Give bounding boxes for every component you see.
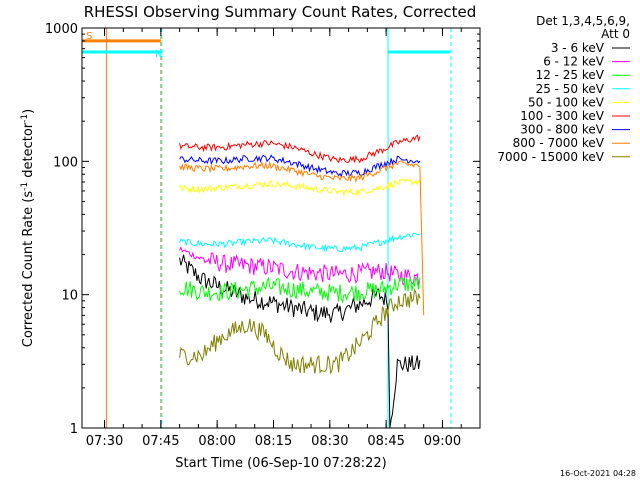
y-tick-label-3: 1000 <box>45 22 78 37</box>
y-axis-label-superscript-2: -1 <box>20 114 30 123</box>
legend-header-attenuator: Att 0 <box>601 27 630 41</box>
x-tick-label-3: 08:15 <box>255 434 292 449</box>
x-tick-label-0: 07:30 <box>86 434 123 449</box>
y-axis: 1 10 100 1000 <box>45 22 480 437</box>
y-axis-label: Corrected Count Rate (s-1 detector-1) <box>20 109 36 347</box>
series-line-4 <box>179 232 421 253</box>
series-line-1 <box>179 254 421 429</box>
series-line-9 <box>179 287 421 375</box>
series-line-6 <box>179 134 421 164</box>
legend-label-1: 3 - 6 keV <box>551 41 605 55</box>
x-tick-label-1: 07:45 <box>142 434 179 449</box>
state-label-s: S <box>86 31 92 42</box>
legend-label-3: 12 - 25 keV <box>536 68 605 82</box>
timestamp: 16-Oct-2021 04:28 <box>560 469 636 478</box>
x-tick-label-2: 08:00 <box>198 434 235 449</box>
legend-header-detectors: Det 1,3,4,5,6,9, <box>536 14 630 28</box>
series-line-5 <box>179 178 421 197</box>
x-axis-label: Start Time (06-Sep-10 07:28:22) <box>175 456 386 471</box>
y-axis-label-part-1: Corrected Count Rate (s <box>21 191 36 348</box>
legend-label-4: 25 - 50 keV <box>536 82 605 96</box>
plot-frame <box>81 27 481 429</box>
y-tick-label-2: 100 <box>53 155 78 170</box>
series-line-3 <box>179 276 421 304</box>
legend-label-6: 100 - 300 keV <box>520 109 604 123</box>
y-tick-label-1: 10 <box>61 289 78 304</box>
y-axis-label-part-2: detector <box>21 122 36 182</box>
x-tick-label-6: 09:00 <box>424 434 461 449</box>
x-tick-label-4: 08:30 <box>311 434 348 449</box>
state-label-n: N <box>155 49 162 60</box>
legend-label-2: 6 - 12 keV <box>543 55 605 69</box>
series-line-7 <box>179 154 421 179</box>
legend-label-7: 300 - 800 keV <box>520 123 604 137</box>
y-tick-label-0: 1 <box>70 422 78 437</box>
legend-label-8: 800 - 7000 keV <box>513 136 605 150</box>
legend-label-9: 7000 - 15000 keV <box>497 150 604 164</box>
series-line-8 <box>179 160 425 316</box>
series-line-2 <box>179 246 421 286</box>
y-axis-label-superscript-1: -1 <box>20 182 30 191</box>
y-axis-label-part-3: ) <box>21 109 36 114</box>
legend-label-5: 50 - 100 keV <box>528 95 605 109</box>
plot-area: SN <box>82 28 452 429</box>
x-axis: 07:30 07:45 08:00 08:15 08:30 08:45 09:00 <box>86 28 462 449</box>
x-tick-label-5: 08:45 <box>367 434 404 449</box>
chart-title: RHESSI Observing Summary Count Rates, Co… <box>84 3 477 21</box>
